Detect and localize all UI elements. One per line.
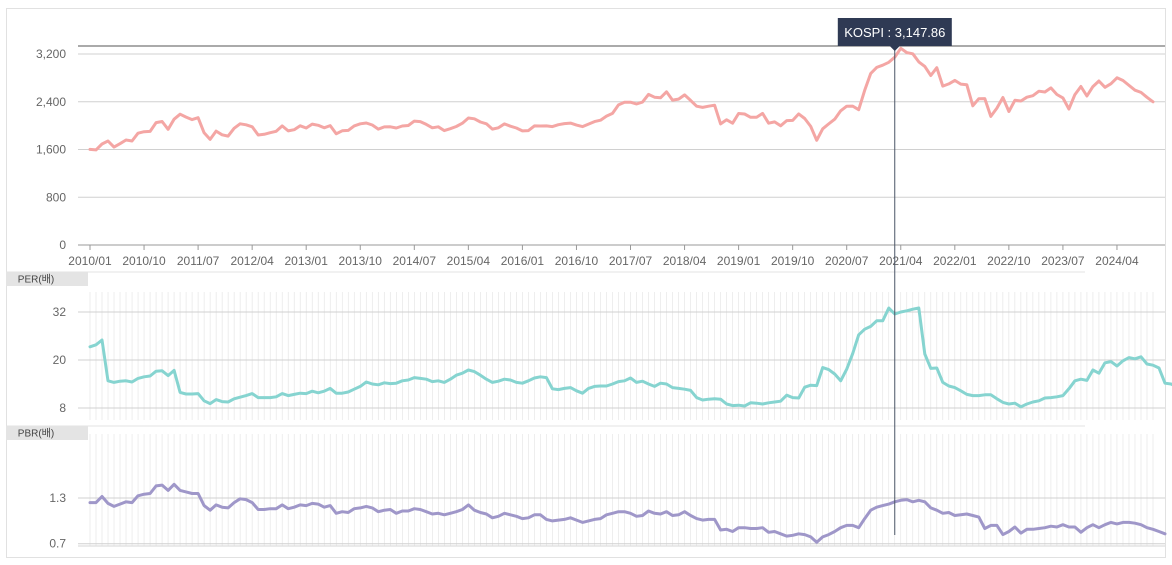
pbr-line	[88, 482, 1167, 544]
kospi-x-tick-label: 2016/01	[501, 254, 545, 268]
kospi-y-tick-label: 1,600	[36, 143, 66, 157]
kospi-x-tick-label: 2011/07	[177, 254, 220, 268]
kospi-y-tick-label: 0	[59, 238, 66, 252]
pbr-y-tick-label: 1.3	[49, 491, 66, 505]
per-y-tick-label: 8	[59, 401, 66, 415]
pbr-label-tag	[6, 426, 88, 440]
kospi-x-tick-label: 2017/07	[609, 254, 653, 268]
kospi-x-tick-label: 2014/07	[393, 254, 437, 268]
kospi-x-tick-label: 2020/07	[825, 254, 869, 268]
kospi-x-tick-label: 2023/07	[1041, 254, 1085, 268]
kospi-x-tick-label: 2024/04	[1095, 254, 1139, 268]
kospi-x-tick-label: 2013/10	[339, 254, 383, 268]
kospi-x-tick-label: 2010/01	[68, 254, 112, 268]
per-label-tag	[6, 272, 88, 286]
tooltip: KOSPI : 3,147.86	[837, 18, 952, 51]
per-y-tick-label: 20	[53, 353, 67, 367]
kospi-y-tick-label: 800	[46, 190, 66, 204]
pbr-panel-label: PBR(배)	[18, 428, 54, 440]
kospi-x-tick-label: 2013/01	[285, 254, 329, 268]
kospi-x-tick-label: 2018/04	[663, 254, 707, 268]
kospi-x-tick-label: 2021/04	[879, 254, 923, 268]
tooltip-arrow	[889, 46, 900, 51]
per-panel-label: PER(배)	[18, 274, 54, 286]
pbr-y-tick-label: 0.7	[49, 537, 66, 551]
axis-labels: 0 800 1,600 2,400 3,200 2010/01 2010/10 2011/07…	[18, 47, 1139, 551]
series-lines[interactable]	[88, 46, 1172, 544]
tooltip-box	[837, 18, 952, 46]
kospi-line	[88, 46, 1155, 152]
kospi-y-tick-label: 3,200	[36, 47, 66, 61]
kospi-x-tick-label: 2012/04	[230, 254, 274, 268]
kospi-x-tick-label: 2022/01	[933, 254, 977, 268]
kospi-y-tick-label: 2,400	[36, 95, 66, 109]
kospi-x-tick-label: 2019/01	[717, 254, 761, 268]
per-y-tick-label: 32	[53, 305, 67, 319]
tooltip-label: KOSPI : 3,147.86	[844, 25, 945, 40]
per-line	[88, 306, 1172, 409]
kospi-x-tick-label: 2016/10	[555, 254, 599, 268]
kospi-x-tick-label: 2010/10	[122, 254, 166, 268]
kospi-x-tick-label: 2022/10	[987, 254, 1031, 268]
kospi-x-tick-label: 2019/10	[771, 254, 815, 268]
grid-lines	[6, 45, 1165, 547]
kospi-x-tick-label: 2015/04	[447, 254, 491, 268]
